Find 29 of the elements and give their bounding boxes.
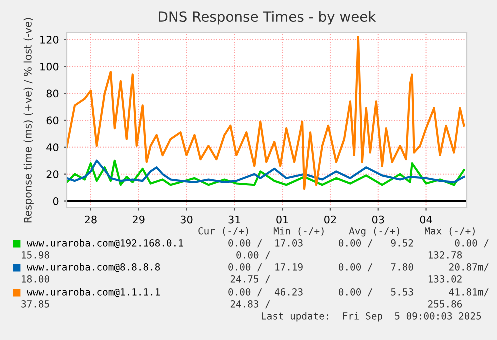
legend-label: www.uraroba.com@8.8.8.8 — [27, 263, 160, 272]
legend-label: www.uraroba.com@192.168.0.1 — [27, 239, 184, 248]
y-tick-label: 40 — [46, 144, 59, 152]
text: 0.00 / 46.23 0.00 / 5.53 41.81m/ — [228, 288, 489, 297]
line-series — [67, 36, 466, 190]
y-tick-label: 100 — [40, 62, 59, 71]
y-axis-title: Response time (ms) (+ve) / % lost (-ve) — [24, 18, 34, 223]
text: 0.00 / 17.19 0.00 / 7.80 20.87m/ — [228, 264, 489, 272]
text: 0.00 / 17.03 0.00 / 9.52 0.00 / — [228, 240, 489, 248]
x-tick-label: 04 — [420, 216, 432, 224]
text: 18.00 24.75 / 133.02 — [22, 276, 462, 284]
y-tick-label: 0 — [53, 197, 59, 206]
chart-title: DNS Response Times - by week — [159, 11, 376, 25]
text: Last update: Fri Sep 5 09:00:03 2025 — [262, 312, 482, 322]
y-tick-label: 120 — [40, 36, 59, 44]
legend-label: www.uraroba.com@1.1.1.1 — [27, 288, 160, 298]
x-tick-label: 02 — [324, 216, 336, 224]
x-tick-label: 30 — [180, 216, 193, 224]
y-tick-label: 20 — [46, 170, 59, 178]
x-tick-label: 31 — [228, 216, 240, 224]
x-tick-label: 03 — [372, 216, 384, 224]
text: 15.98 0.00 / 132.78 — [22, 252, 462, 260]
x-tick-label: 29 — [132, 216, 145, 224]
text: 37.85 24.83 / 255.86 — [22, 300, 462, 309]
x-tick-label: 28 — [85, 216, 97, 224]
x-tick-label: 01 — [276, 216, 288, 224]
text: Cur (-/+) Min (-/+) Avg (-/+) Max (-/+) — [198, 227, 475, 237]
y-tick-label: 60 — [46, 116, 59, 125]
y-tick-label: 80 — [46, 90, 59, 98]
